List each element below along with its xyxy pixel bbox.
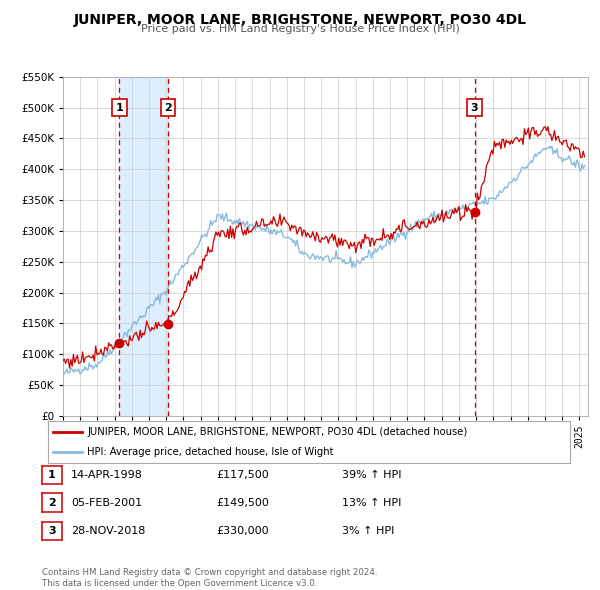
Text: 39% ↑ HPI: 39% ↑ HPI <box>342 470 401 480</box>
Text: HPI: Average price, detached house, Isle of Wight: HPI: Average price, detached house, Isle… <box>87 447 334 457</box>
Bar <box>119 77 168 416</box>
Text: £330,000: £330,000 <box>216 526 269 536</box>
Text: 05-FEB-2001: 05-FEB-2001 <box>71 498 142 507</box>
Text: Price paid vs. HM Land Registry's House Price Index (HPI): Price paid vs. HM Land Registry's House … <box>140 24 460 34</box>
Text: JUNIPER, MOOR LANE, BRIGHSTONE, NEWPORT, PO30 4DL (detached house): JUNIPER, MOOR LANE, BRIGHSTONE, NEWPORT,… <box>87 427 467 437</box>
Text: Contains HM Land Registry data © Crown copyright and database right 2024.
This d: Contains HM Land Registry data © Crown c… <box>42 568 377 588</box>
Text: JUNIPER, MOOR LANE, BRIGHSTONE, NEWPORT, PO30 4DL: JUNIPER, MOOR LANE, BRIGHSTONE, NEWPORT,… <box>74 13 527 27</box>
Text: 2: 2 <box>48 498 56 507</box>
Text: 3: 3 <box>48 526 56 536</box>
Text: £149,500: £149,500 <box>216 498 269 507</box>
Text: 3% ↑ HPI: 3% ↑ HPI <box>342 526 394 536</box>
Text: 2: 2 <box>164 103 172 113</box>
Text: 13% ↑ HPI: 13% ↑ HPI <box>342 498 401 507</box>
Text: £117,500: £117,500 <box>216 470 269 480</box>
Text: 1: 1 <box>116 103 124 113</box>
Text: 28-NOV-2018: 28-NOV-2018 <box>71 526 145 536</box>
Text: 1: 1 <box>48 470 56 480</box>
Text: 3: 3 <box>471 103 478 113</box>
Text: 14-APR-1998: 14-APR-1998 <box>71 470 143 480</box>
